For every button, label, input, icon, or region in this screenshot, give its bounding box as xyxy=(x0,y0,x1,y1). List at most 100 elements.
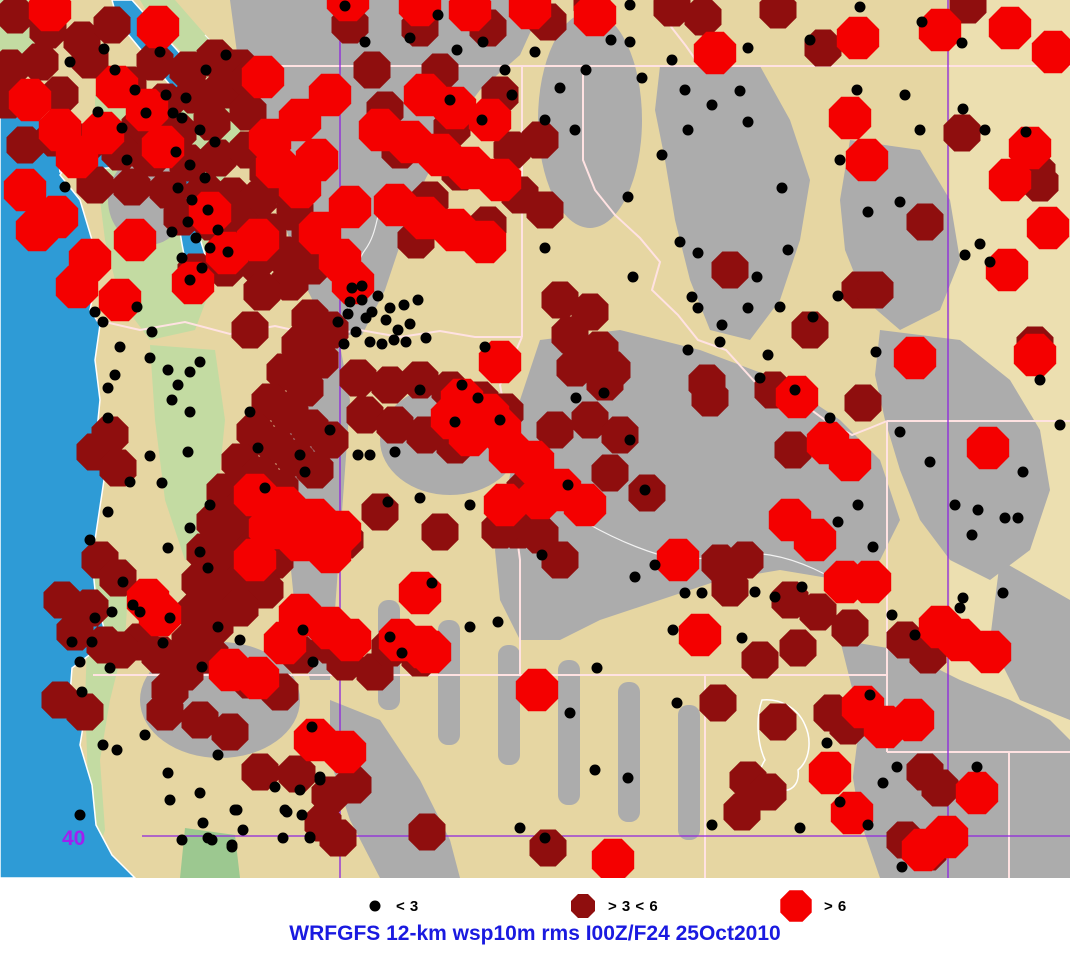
station-marker-red xyxy=(678,613,722,657)
station-marker-dark xyxy=(601,416,639,454)
station-marker-dot xyxy=(896,861,908,873)
station-marker-red xyxy=(918,605,962,649)
station-marker-red xyxy=(328,185,372,229)
station-marker-dot xyxy=(536,549,548,561)
station-marker-dot xyxy=(162,767,174,779)
station-marker-dot xyxy=(76,686,88,698)
station-marker-red xyxy=(893,336,937,380)
station-marker-dot xyxy=(359,36,371,48)
station-marker-dot xyxy=(388,334,400,346)
station-marker-dark xyxy=(591,454,629,492)
station-marker-dot xyxy=(144,352,156,364)
station-marker-red xyxy=(573,0,617,37)
station-marker-dark xyxy=(541,281,579,319)
station-marker-dot xyxy=(682,344,694,356)
station-marker-red xyxy=(463,220,507,264)
station-marker-dot xyxy=(591,662,603,674)
station-marker-dot xyxy=(86,636,98,648)
station-marker-dark xyxy=(6,126,44,164)
station-marker-dot xyxy=(398,299,410,311)
station-marker-dot xyxy=(234,634,246,646)
station-marker-dot xyxy=(796,581,808,593)
station-marker-dot xyxy=(749,586,761,598)
station-marker-dark xyxy=(151,671,189,709)
station-marker-dot xyxy=(180,92,192,104)
station-marker-dot xyxy=(212,621,224,633)
station-marker-dark xyxy=(779,629,817,667)
station-marker-dot xyxy=(894,196,906,208)
station-marker-dot xyxy=(102,506,114,518)
station-marker-dot xyxy=(199,172,211,184)
station-marker-dot xyxy=(186,194,198,206)
station-marker-dot xyxy=(624,36,636,48)
station-marker-red xyxy=(28,0,72,32)
station-marker-dot xyxy=(294,784,306,796)
station-marker-dark xyxy=(278,755,316,793)
station-marker-dot xyxy=(852,499,864,511)
station-marker-dark xyxy=(571,401,609,439)
station-marker-red xyxy=(483,483,527,527)
station-marker-red xyxy=(263,621,307,665)
station-marker-dot xyxy=(384,302,396,314)
station-marker-dot xyxy=(529,46,541,58)
station-marker-dot xyxy=(420,332,432,344)
station-marker-dot xyxy=(244,406,256,418)
station-marker-dot xyxy=(364,336,376,348)
station-marker-dot xyxy=(176,252,188,264)
dark-octagon-icon xyxy=(571,894,595,918)
station-marker-dark xyxy=(421,513,459,551)
station-marker-dot xyxy=(472,392,484,404)
station-marker-dot xyxy=(769,591,781,603)
station-marker-dot xyxy=(754,372,766,384)
station-marker-red xyxy=(478,158,522,202)
station-marker-dark xyxy=(21,43,59,81)
station-marker-dot xyxy=(144,450,156,462)
station-marker-red xyxy=(828,96,872,140)
station-marker-dot xyxy=(569,124,581,136)
station-marker-dot xyxy=(194,546,206,558)
station-marker-dot xyxy=(1034,374,1046,386)
station-marker-dot xyxy=(774,301,786,313)
station-marker-dot xyxy=(97,739,109,751)
station-marker-dot xyxy=(111,744,123,756)
station-marker-dot xyxy=(449,416,461,428)
station-marker-dot xyxy=(824,412,836,424)
station-marker-dot xyxy=(376,338,388,350)
station-marker-dot xyxy=(832,290,844,302)
station-marker-dot xyxy=(182,446,194,458)
station-marker-dark xyxy=(949,0,987,24)
station-marker-dot xyxy=(356,294,368,306)
station-marker-dot xyxy=(914,124,926,136)
station-marker-dot xyxy=(206,834,218,846)
station-marker-dark xyxy=(556,349,594,387)
station-marker-dot xyxy=(564,707,576,719)
station-marker-dot xyxy=(404,32,416,44)
station-marker-red xyxy=(808,751,852,795)
caption-area: < 3 > 3 < 6 > 6 WRFGFS 12-km wsp10m rms … xyxy=(0,878,1070,969)
station-marker-red xyxy=(591,838,635,878)
station-marker-dark xyxy=(799,593,837,631)
station-marker-dark xyxy=(43,581,81,619)
station-marker-dot xyxy=(679,587,691,599)
station-marker-dark xyxy=(301,341,339,379)
station-marker-dark xyxy=(723,793,761,831)
station-marker-dot xyxy=(682,124,694,136)
station-marker-dark xyxy=(311,421,349,459)
station-marker-dot xyxy=(412,294,424,306)
station-marker-dot xyxy=(139,729,151,741)
station-marker-red xyxy=(38,108,82,152)
station-marker-dot xyxy=(656,149,668,161)
station-marker-dot xyxy=(121,154,133,166)
station-marker-dark xyxy=(541,541,579,579)
station-marker-dot xyxy=(479,341,491,353)
station-marker-dot xyxy=(156,477,168,489)
station-marker-dot xyxy=(131,301,143,313)
station-marker-dot xyxy=(350,326,362,338)
station-marker-dark xyxy=(759,0,797,29)
station-marker-dark xyxy=(844,384,882,422)
station-marker-dot xyxy=(997,587,1009,599)
station-marker-red xyxy=(968,630,1012,674)
station-marker-red xyxy=(828,438,872,482)
station-marker-dot xyxy=(539,114,551,126)
